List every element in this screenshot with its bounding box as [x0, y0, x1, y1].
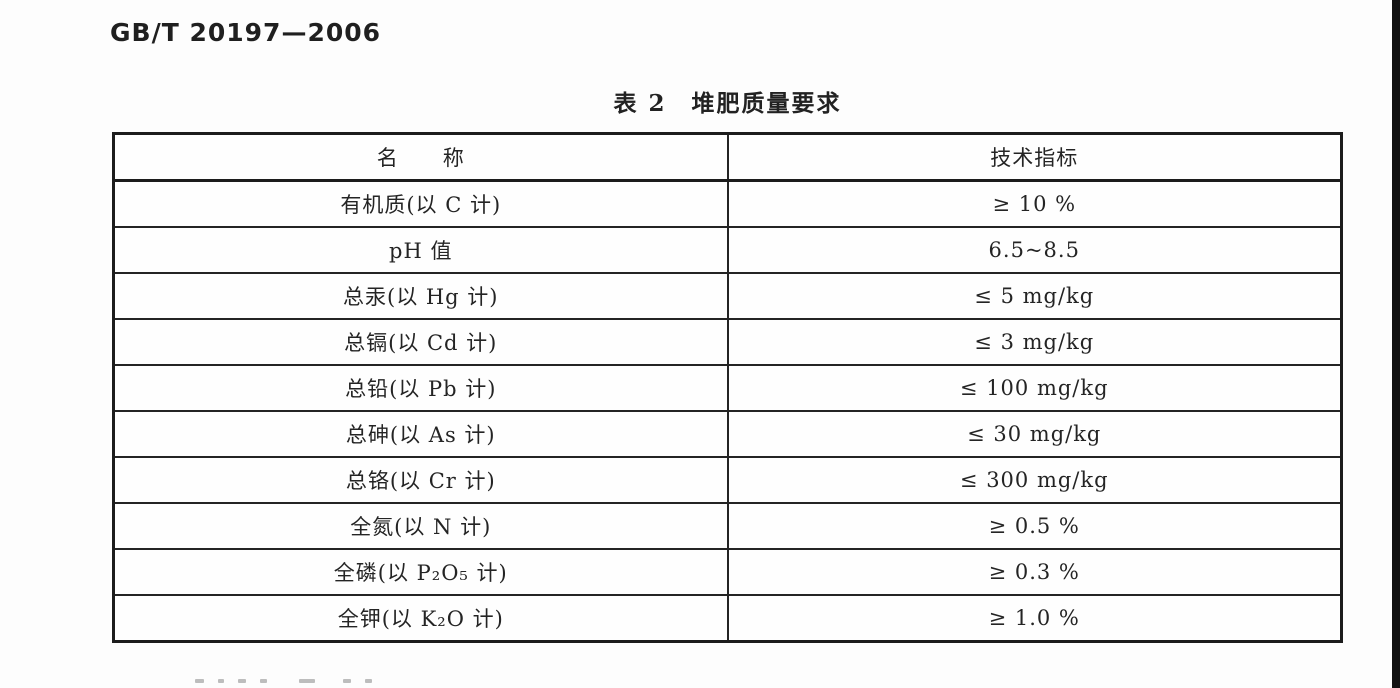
column-header-name: 名 称 [112, 132, 729, 182]
name-cell: 总铅(以 Pb 计) [112, 364, 729, 412]
name-cell: 总汞(以 Hg 计) [112, 272, 729, 320]
table-row: 总汞(以 Hg 计) ≤ 5 mg/kg [112, 272, 1343, 320]
value-cell: ≤ 30 mg/kg [726, 410, 1343, 458]
value-cell: ≤ 5 mg/kg [726, 272, 1343, 320]
name-cell: 全磷(以 P₂O₅ 计) [112, 548, 729, 596]
value-cell: ≥ 10 % [726, 179, 1343, 228]
value-cell: ≤ 100 mg/kg [726, 364, 1343, 412]
scan-artifact [195, 679, 372, 683]
compost-quality-table: 名 称 技术指标 有机质(以 C 计) ≥ 10 % pH 值 6.5~8.5 总汞(以… [112, 132, 1343, 643]
value-cell: ≥ 0.5 % [726, 502, 1343, 550]
table-header-row: 名 称 技术指标 [112, 132, 1343, 182]
name-cell: 总砷(以 As 计) [112, 410, 729, 458]
table-body: 有机质(以 C 计) ≥ 10 % pH 值 6.5~8.5 总汞(以 Hg 计) ≤ 5… [112, 179, 1343, 643]
table-row: 总砷(以 As 计) ≤ 30 mg/kg [112, 410, 1343, 458]
table-row: 有机质(以 C 计) ≥ 10 % [112, 179, 1343, 228]
value-cell: ≤ 3 mg/kg [726, 318, 1343, 366]
name-cell: 总铬(以 Cr 计) [112, 456, 729, 504]
table-row: 总镉(以 Cd 计) ≤ 3 mg/kg [112, 318, 1343, 366]
column-header-indicator: 技术指标 [726, 132, 1343, 182]
document-table-section: 表 2 堆肥质量要求 名 称 技术指标 有机质(以 C 计) ≥ 10 % pH 值… [112, 84, 1343, 643]
name-cell: pH 值 [112, 226, 729, 274]
value-cell: 6.5~8.5 [726, 226, 1343, 274]
name-cell: 有机质(以 C 计) [112, 179, 729, 228]
scanner-edge-strip [1392, 0, 1400, 688]
value-cell: ≥ 0.3 % [726, 548, 1343, 596]
table-row: pH 值 6.5~8.5 [112, 226, 1343, 274]
name-cell: 全钾(以 K₂O 计) [112, 594, 729, 643]
table-caption: 表 2 堆肥质量要求 [613, 90, 842, 117]
name-cell: 全氮(以 N 计) [112, 502, 729, 550]
value-cell: ≥ 1.0 % [726, 594, 1343, 643]
table-row: 全氮(以 N 计) ≥ 0.5 % [112, 502, 1343, 550]
standard-code: GB/T 20197—2006 [110, 18, 382, 47]
value-cell: ≤ 300 mg/kg [726, 456, 1343, 504]
table-row: 总铬(以 Cr 计) ≤ 300 mg/kg [112, 456, 1343, 504]
table-row: 全钾(以 K₂O 计) ≥ 1.0 % [112, 594, 1343, 643]
table-row: 全磷(以 P₂O₅ 计) ≥ 0.3 % [112, 548, 1343, 596]
name-cell: 总镉(以 Cd 计) [112, 318, 729, 366]
table-row: 总铅(以 Pb 计) ≤ 100 mg/kg [112, 364, 1343, 412]
